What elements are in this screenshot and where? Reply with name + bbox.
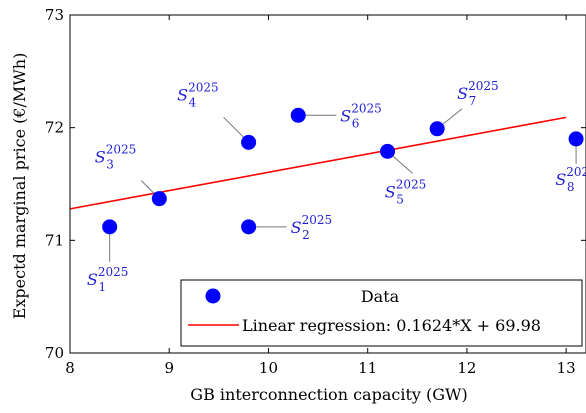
legend-label-data: Data bbox=[361, 287, 400, 306]
point-label-1: S2025 1 bbox=[87, 265, 129, 294]
data-points-layer bbox=[102, 107, 584, 235]
data-point-5 bbox=[380, 143, 396, 159]
y-tick-label-0: 70 bbox=[45, 344, 64, 362]
data-point-6 bbox=[290, 107, 306, 123]
point-label-base: S bbox=[87, 270, 98, 289]
point-label-base: S bbox=[555, 170, 566, 189]
point-label-subscript: 4 bbox=[189, 95, 197, 109]
x-axis-title: GB interconnection capacity (GW) bbox=[190, 385, 467, 404]
legend-label-regression: Linear regression: 0.1624*X + 69.98 bbox=[242, 316, 541, 335]
regression-line bbox=[69, 116, 567, 210]
y-tick-label-3: 73 bbox=[45, 6, 64, 24]
point-label-base: S bbox=[291, 218, 302, 237]
point-label-base: S bbox=[177, 85, 188, 104]
point-label-base: S bbox=[95, 148, 106, 167]
point-label-superscript: 2025 bbox=[566, 165, 586, 179]
point-label-subscript: 1 bbox=[98, 280, 106, 294]
point-label-6: S2025 6 bbox=[340, 101, 382, 130]
point-label-subscript: 8 bbox=[567, 180, 575, 194]
point-label-subscript: 5 bbox=[396, 192, 404, 206]
point-label-base: S bbox=[340, 106, 351, 125]
y-tick-label-1: 71 bbox=[45, 231, 64, 249]
x-tick-label-4: 12 bbox=[457, 359, 476, 377]
point-label-5: S2025 5 bbox=[385, 177, 427, 206]
point-label-subscript: 3 bbox=[106, 158, 114, 172]
x-tick-label-3: 11 bbox=[358, 359, 377, 377]
y-axis-title: Expectd marginal price (€/MWh) bbox=[10, 53, 29, 320]
y-tick-labels: 70 71 72 73 bbox=[45, 6, 64, 362]
leader-lines-layer bbox=[109, 108, 577, 262]
data-point-2 bbox=[241, 219, 257, 235]
point-label-subscript: 2 bbox=[302, 228, 310, 242]
x-tick-label-2: 10 bbox=[259, 359, 278, 377]
point-label-superscript: 2025 bbox=[302, 213, 333, 227]
point-label-4: S2025 4 bbox=[177, 80, 219, 109]
data-point-8 bbox=[568, 131, 584, 147]
point-label-subscript: 7 bbox=[469, 94, 477, 108]
plot-frame bbox=[69, 14, 586, 354]
data-point-4 bbox=[241, 134, 257, 150]
point-label-superscript: 2025 bbox=[468, 79, 499, 93]
x-tick-label-0: 8 bbox=[65, 359, 75, 377]
x-tick-labels: 8 9 10 11 12 13 bbox=[65, 359, 575, 377]
legend-box bbox=[180, 279, 583, 347]
point-label-superscript: 2025 bbox=[106, 143, 137, 157]
point-label-8: S20258 bbox=[555, 165, 586, 194]
point-label-base: S bbox=[457, 84, 468, 103]
data-point-3 bbox=[151, 191, 167, 207]
point-label-superscript: 2025 bbox=[396, 177, 427, 191]
point-label-7: S2025 7 bbox=[457, 79, 499, 108]
x-tick-label-1: 9 bbox=[164, 359, 174, 377]
point-label-superscript: 2025 bbox=[351, 101, 382, 115]
point-label-2: S2025 2 bbox=[291, 213, 333, 242]
data-point-1 bbox=[102, 219, 118, 235]
point-label-superscript: 2025 bbox=[98, 265, 129, 279]
x-tick-label-5: 13 bbox=[557, 359, 576, 377]
data-point-7 bbox=[429, 121, 445, 137]
regression-line-layer bbox=[69, 116, 567, 210]
point-label-3: S2025 3 bbox=[95, 143, 137, 172]
legend-marker-data bbox=[205, 288, 221, 304]
point-label-subscript: 6 bbox=[352, 116, 360, 130]
y-tick-label-2: 72 bbox=[45, 119, 64, 137]
point-label-base: S bbox=[385, 182, 396, 201]
legend: Data Linear regression: 0.1624*X + 69.98 bbox=[180, 279, 583, 347]
point-label-superscript: 2025 bbox=[188, 80, 219, 94]
